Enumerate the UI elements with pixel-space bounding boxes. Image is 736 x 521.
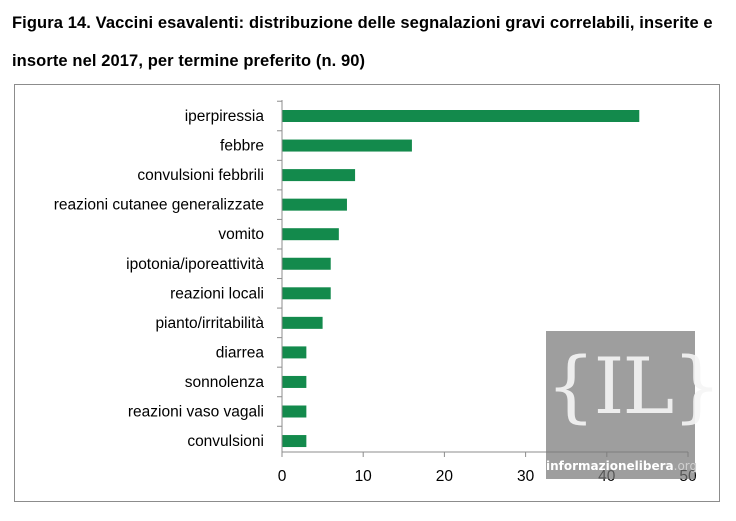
bar <box>282 405 307 418</box>
watermark-glyph: {IL} <box>546 342 722 432</box>
bar <box>282 110 640 122</box>
bar <box>282 346 307 359</box>
bars-layer <box>282 110 640 448</box>
category-label: convulsioni febbrili <box>137 167 264 184</box>
bar <box>282 139 412 152</box>
bar <box>282 198 347 211</box>
watermark-text: informazionelibera.org <box>546 459 698 473</box>
bar <box>282 169 356 182</box>
category-label: vomito <box>218 226 264 243</box>
bar <box>282 257 331 270</box>
bar <box>282 435 307 448</box>
x-tick-label: 30 <box>517 468 535 485</box>
category-label: ipotonia/iporeattività <box>126 256 264 273</box>
category-label: reazioni cutanee generalizzate <box>54 197 264 214</box>
x-tick-label: 20 <box>436 468 454 485</box>
category-label: convulsioni <box>187 433 264 450</box>
bar <box>282 287 331 300</box>
category-labels-layer: iperpiressia febbre convulsioni febbrili re… <box>54 108 265 450</box>
category-label: pianto/irritabilità <box>155 315 264 332</box>
bar <box>282 316 323 329</box>
watermark-logo: {IL} informazionelibera.org <box>546 331 722 479</box>
x-tick-label: 0 <box>278 468 287 485</box>
x-tick-label: 10 <box>355 468 373 485</box>
chart-frame <box>14 84 720 502</box>
bar <box>282 228 339 241</box>
category-label: febbre <box>220 138 264 155</box>
chart-title: Figura 14. Vaccini esavalenti: distribuz… <box>12 14 713 70</box>
bar <box>282 375 307 388</box>
category-label: iperpiressia <box>185 108 265 125</box>
category-label: sonnolenza <box>185 374 265 391</box>
category-label: reazioni vaso vagali <box>128 404 264 421</box>
category-label: reazioni locali <box>170 285 264 302</box>
watermark-brand: informazionelibera <box>546 459 674 473</box>
category-label: diarrea <box>216 344 265 361</box>
watermark-tld: .org <box>673 459 698 473</box>
